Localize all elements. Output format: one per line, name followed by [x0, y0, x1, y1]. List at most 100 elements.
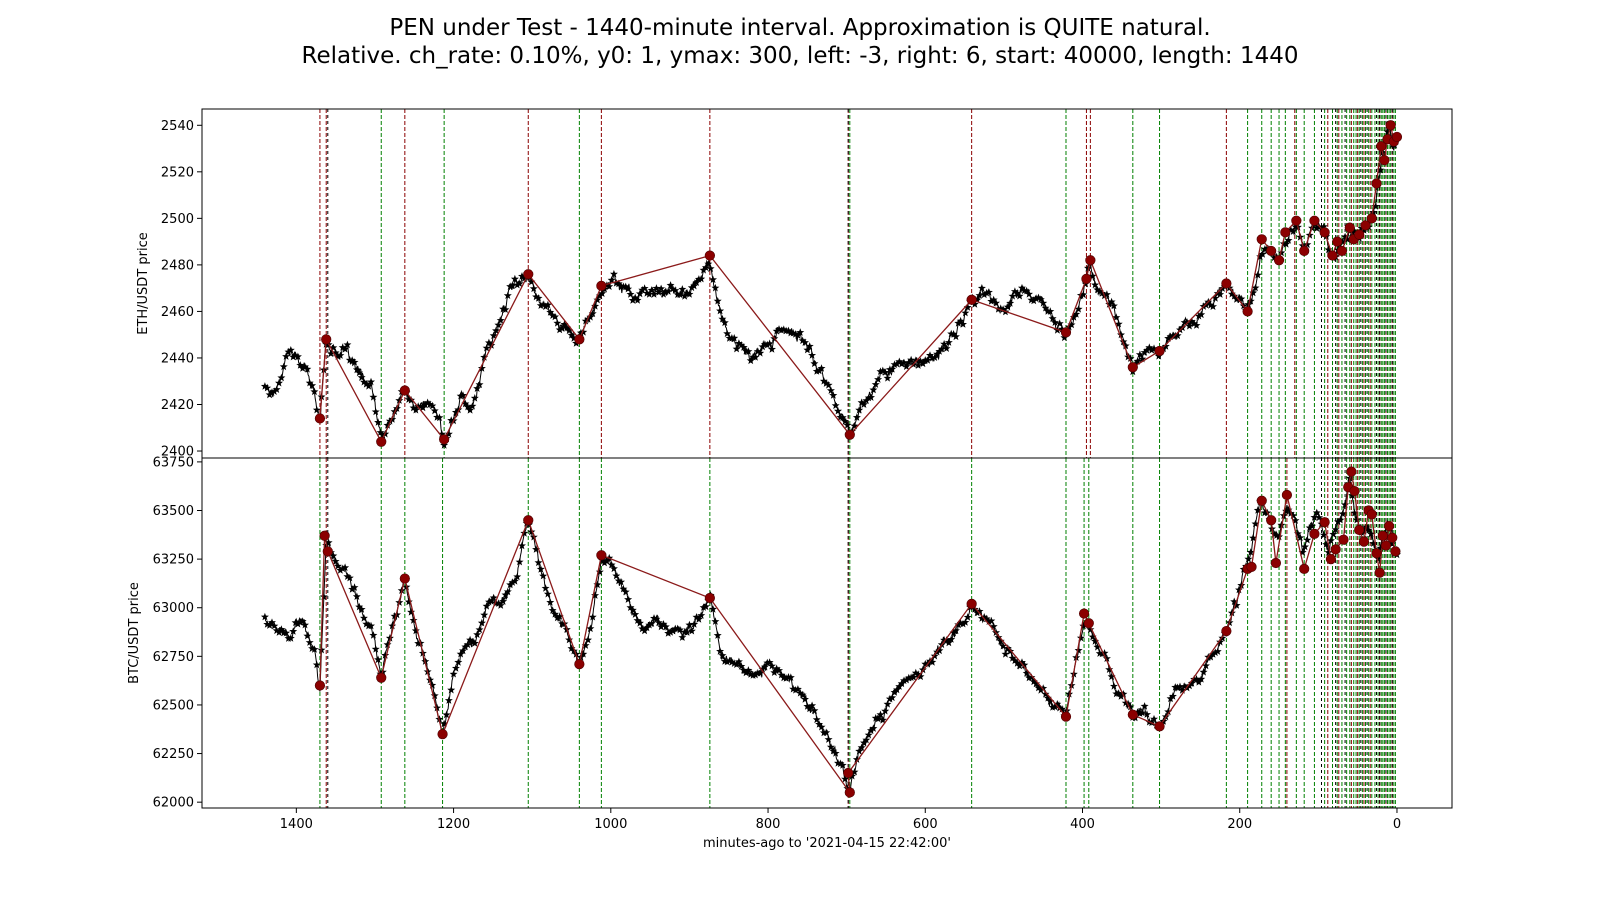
price-marker	[954, 620, 963, 629]
price-marker	[461, 642, 470, 651]
chart-title-line-1: PEN under Test - 1440-minute interval. A…	[389, 15, 1211, 41]
price-marker	[916, 357, 925, 365]
price-marker	[610, 269, 618, 278]
price-marker	[735, 657, 743, 666]
pivot-marker	[1327, 250, 1338, 261]
pivot-marker	[966, 294, 977, 305]
price-marker	[352, 592, 361, 600]
price-marker	[822, 728, 831, 737]
price-marker	[638, 285, 647, 294]
price-marker	[1173, 331, 1182, 340]
price-marker	[367, 621, 375, 630]
price-marker	[1067, 320, 1076, 329]
price-marker	[1286, 225, 1295, 234]
price-marker	[635, 619, 644, 627]
price-marker	[1036, 295, 1045, 303]
price-marker	[666, 281, 675, 289]
y-tick-label: 2500	[161, 212, 194, 227]
signal-vlines-panel-1	[319, 109, 1396, 458]
price-marker	[520, 274, 529, 282]
price-marker	[1039, 684, 1048, 692]
price-marker	[1289, 511, 1298, 520]
price-marker	[459, 391, 467, 399]
price-marker	[1091, 637, 1100, 645]
price-marker	[900, 676, 908, 685]
price-marker	[1293, 529, 1302, 538]
price-marker	[407, 396, 416, 404]
price-marker	[409, 616, 418, 624]
price-marker	[742, 668, 750, 677]
price-marker	[423, 398, 432, 407]
price-marker	[487, 341, 496, 349]
pivot-marker	[843, 767, 854, 779]
price-marker	[706, 264, 715, 273]
price-marker	[477, 618, 486, 627]
price-marker	[862, 396, 871, 405]
y-axis-panel-1: 2400 2420 2440 2460 2480 2500 2520 2540	[161, 119, 202, 460]
price-marker	[1319, 222, 1328, 231]
price-marker	[812, 715, 821, 724]
price-marker	[980, 613, 989, 621]
price-marker	[843, 421, 852, 429]
pivot-marker	[844, 787, 855, 798]
price-marker	[1270, 253, 1279, 262]
price-marker	[867, 726, 875, 734]
price-marker	[494, 599, 503, 607]
price-marker	[1105, 300, 1114, 308]
price-marker	[1006, 299, 1015, 307]
price-marker	[841, 417, 850, 425]
price-marker	[584, 635, 592, 644]
price-marker	[1133, 708, 1142, 716]
price-marker	[1272, 531, 1281, 539]
price-marker	[760, 662, 769, 671]
price-marker	[1246, 548, 1255, 556]
price-marker	[355, 602, 364, 611]
price-marker	[883, 374, 892, 382]
price-marker	[775, 325, 783, 333]
price-marker	[1036, 686, 1045, 694]
price-marker	[515, 557, 524, 566]
price-marker	[475, 380, 484, 389]
price-marker	[881, 706, 890, 715]
price-marker	[1003, 644, 1012, 652]
price-marker	[985, 288, 993, 296]
price-marker	[1058, 705, 1067, 713]
price-marker	[1032, 679, 1041, 688]
price-marker	[277, 625, 286, 633]
pivot-marker	[1387, 532, 1398, 543]
pivot-marker	[966, 598, 977, 609]
price-marker	[461, 399, 470, 408]
price-marker	[492, 326, 500, 335]
y-tick-label: 2440	[161, 351, 194, 366]
price-marker	[1308, 522, 1317, 530]
price-marker	[1110, 682, 1118, 690]
price-marker	[289, 627, 298, 635]
price-marker	[850, 767, 859, 776]
price-marker	[336, 566, 345, 574]
price-marker	[1275, 532, 1283, 541]
price-marker	[1237, 294, 1246, 303]
pivot-marker	[1291, 215, 1302, 226]
price-marker	[260, 612, 269, 621]
price-marker	[765, 658, 774, 666]
price-marker	[621, 587, 630, 596]
x-tick-label: 600	[913, 817, 938, 832]
price-marker	[588, 309, 597, 318]
price-marker	[673, 624, 682, 633]
pivot-marker	[1081, 273, 1092, 284]
price-marker	[756, 669, 765, 677]
price-marker	[496, 316, 505, 324]
price-marker	[1065, 322, 1074, 331]
price-marker	[893, 685, 901, 694]
price-marker	[1029, 296, 1038, 305]
price-marker	[624, 284, 633, 293]
price-marker	[949, 330, 958, 338]
price-marker	[824, 381, 833, 389]
price-marker	[357, 373, 366, 381]
price-marker	[477, 364, 486, 372]
price-marker	[1168, 692, 1177, 700]
price-marker	[791, 330, 800, 338]
price-marker	[723, 329, 732, 338]
price-marker	[1270, 530, 1279, 538]
